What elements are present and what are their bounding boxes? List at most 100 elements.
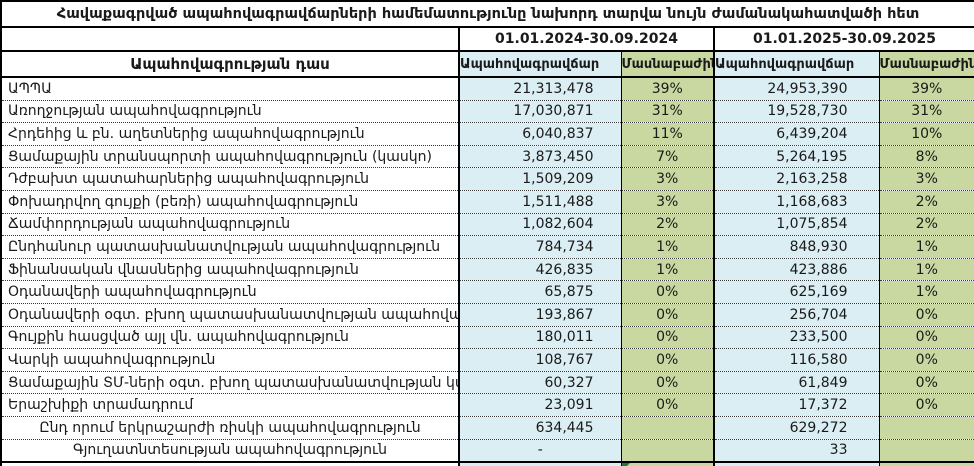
premium-2024-column-header: Ապահովագրավճար: [459, 51, 622, 78]
share-2025-cell: 0%: [879, 348, 974, 372]
premium-2025-cell: 256,704: [714, 303, 880, 327]
title-row: Հավաքագրված ապահովագրավճարների համեմատու…: [1, 1, 974, 28]
total-premium-2025: 63,177,304: [714, 461, 880, 466]
premium-2025-cell: 233,500: [714, 326, 880, 350]
share-2025-column-header: Մասնաբաժին: [879, 51, 974, 78]
share-2024-cell: 11%: [621, 122, 715, 146]
premium-2024-cell: 3,873,450: [459, 145, 622, 169]
table-row: Օդանավերի օգտ. բխող պատասխանատվության ապ…: [1, 303, 974, 327]
row-label: Գույքին հասցված այլ վն. ապահովագրություն: [1, 326, 460, 350]
row-label: Փոխադրվող գույքի (բեռի) ապահովագրություն: [1, 190, 460, 214]
row-label: Օդանավերի օգտ. բխող պատասխանատվության ապ…: [1, 303, 460, 327]
share-2025-cell: 2%: [879, 190, 974, 214]
premium-2025-cell: 1,075,854: [714, 213, 880, 237]
premium-2024-cell: 1,511,488: [459, 190, 622, 214]
premium-2025-cell: 848,930: [714, 235, 880, 259]
premium-2024-cell: 17,030,871: [459, 100, 622, 124]
premium-2025-cell: 6,439,204: [714, 122, 880, 146]
premium-2024-cell: 23,091: [459, 393, 622, 417]
premium-2025-cell: 5,264,195: [714, 145, 880, 169]
share-2025-cell: 0%: [879, 371, 974, 395]
share-2024-cell: [621, 416, 715, 440]
share-2025-cell: 2%: [879, 213, 974, 237]
share-2024-column-header: Մասնաբաժին: [621, 51, 715, 78]
row-label: Ընդհանուր պատասխանատվության ապահովագրութ…: [1, 235, 460, 259]
row-label: Դժբախտ պատահարներից ապահովագրություն: [1, 167, 460, 191]
table-row: Երաշխիքի տրամադրում 23,091 0% 17,372 0%: [1, 393, 974, 417]
premium-2025-cell: 116,580: [714, 348, 880, 372]
premium-2025-column-header: Ապահովագրավճար: [714, 51, 880, 78]
table-row: Դժբախտ պատահարներից ապահովագրություն 1,5…: [1, 167, 974, 191]
share-2024-cell: 0%: [621, 326, 715, 350]
table-row: Ֆինանսական վնասներից ապահովագրություն 42…: [1, 258, 974, 282]
share-2024-cell: 31%: [621, 100, 715, 124]
row-label: Հրդեհից և բն. աղետներից ապահովագրություն: [1, 122, 460, 146]
total-label: Ընդամենը: [1, 461, 460, 466]
share-2025-cell: [879, 416, 974, 440]
table-row: Գույքին հասցված այլ վն. ապահովագրություն…: [1, 326, 974, 350]
total-share-2024: 100%: [621, 461, 715, 466]
share-2025-cell: 10%: [879, 122, 974, 146]
share-2024-cell: 1%: [621, 235, 715, 259]
share-2024-cell: 1%: [621, 258, 715, 282]
premium-2024-cell: 6,040,837: [459, 122, 622, 146]
table-row: Փոխադրվող գույքի (բեռի) ապահովագրություն…: [1, 190, 974, 214]
share-2025-cell: 0%: [879, 303, 974, 327]
premium-2024-cell: 108,767: [459, 348, 622, 372]
share-2025-cell: 39%: [879, 77, 974, 101]
premium-2024-cell: 180,011: [459, 326, 622, 350]
share-2024-cell: 0%: [621, 348, 715, 372]
premium-2024-cell: 1,509,209: [459, 167, 622, 191]
premium-2025-cell: 24,953,390: [714, 77, 880, 101]
premium-2025-cell: 33: [714, 439, 880, 463]
table-row: Ցամաքային տրանսպորտի ապահովագրություն (կ…: [1, 145, 974, 169]
empty-corner-cell: [1, 27, 460, 52]
row-label: Գյուղատնտեսության ապահովագրություն: [1, 439, 460, 463]
row-label: Ցամաքային տրանսպորտի ապահովագրություն (կ…: [1, 145, 460, 169]
total-row: Ընդամենը 54,205,444 100% 63,177,304 100%: [1, 461, 974, 466]
share-2025-cell: 1%: [879, 280, 974, 304]
share-2024-cell: 39%: [621, 77, 715, 101]
share-2024-cell: 3%: [621, 167, 715, 191]
premium-2025-cell: 423,886: [714, 258, 880, 282]
share-2025-cell: [879, 439, 974, 463]
premium-2024-cell: 193,867: [459, 303, 622, 327]
premium-2024-cell: 65,875: [459, 280, 622, 304]
share-2024-cell: 7%: [621, 145, 715, 169]
premium-2025-cell: 625,169: [714, 280, 880, 304]
share-2024-cell: 0%: [621, 371, 715, 395]
table-row: Ցամաքային ՏՄ-ների օգտ. բխող պատասխանատվո…: [1, 371, 974, 395]
premium-2025-cell: 629,272: [714, 416, 880, 440]
premium-2024-cell: 1,082,604: [459, 213, 622, 237]
premium-2024-cell: 426,835: [459, 258, 622, 282]
row-label: Ֆինանսական վնասներից ապահովագրություն: [1, 258, 460, 282]
table-row: ԱՊՊԱ 21,313,478 39% 24,953,390 39%: [1, 77, 974, 101]
row-label: Օդանավերի ապահովագրություն: [1, 280, 460, 304]
premium-2024-cell: 21,313,478: [459, 77, 622, 101]
premium-2024-cell: 634,445: [459, 416, 622, 440]
share-2025-cell: 8%: [879, 145, 974, 169]
period-2024-header: 01.01.2024-30.09.2024: [459, 27, 715, 52]
share-2025-cell: 0%: [879, 326, 974, 350]
premium-2025-cell: 1,168,683: [714, 190, 880, 214]
premium-2024-cell: 60,327: [459, 371, 622, 395]
class-column-header: Ապահովագրության դաս: [1, 51, 460, 78]
share-2024-cell: 2%: [621, 213, 715, 237]
share-2025-cell: 3%: [879, 167, 974, 191]
share-2025-cell: 1%: [879, 258, 974, 282]
row-label: Ցամաքային ՏՄ-ների օգտ. բխող պատասխանատվո…: [1, 371, 460, 395]
column-header-row: Ապահովագրության դաս Ապահովագրավճար Մասնա…: [1, 51, 974, 78]
table-row: Հրդեհից և բն. աղետներից ապահովագրություն…: [1, 122, 974, 146]
share-2025-cell: 1%: [879, 235, 974, 259]
row-label: ԱՊՊԱ: [1, 77, 460, 101]
table-row: Ճամփորդության ապահովագրություն 1,082,604…: [1, 213, 974, 237]
row-label: Ճամփորդության ապահովագրություն: [1, 213, 460, 237]
share-2024-cell: 3%: [621, 190, 715, 214]
row-label: Վարկի ապահովագրություն: [1, 348, 460, 372]
row-label: Առողջության ապահովագրություն: [1, 100, 460, 124]
share-2025-cell: 31%: [879, 100, 974, 124]
share-2024-cell: 0%: [621, 393, 715, 417]
table-row: Վարկի ապահովագրություն 108,767 0% 116,58…: [1, 348, 974, 372]
